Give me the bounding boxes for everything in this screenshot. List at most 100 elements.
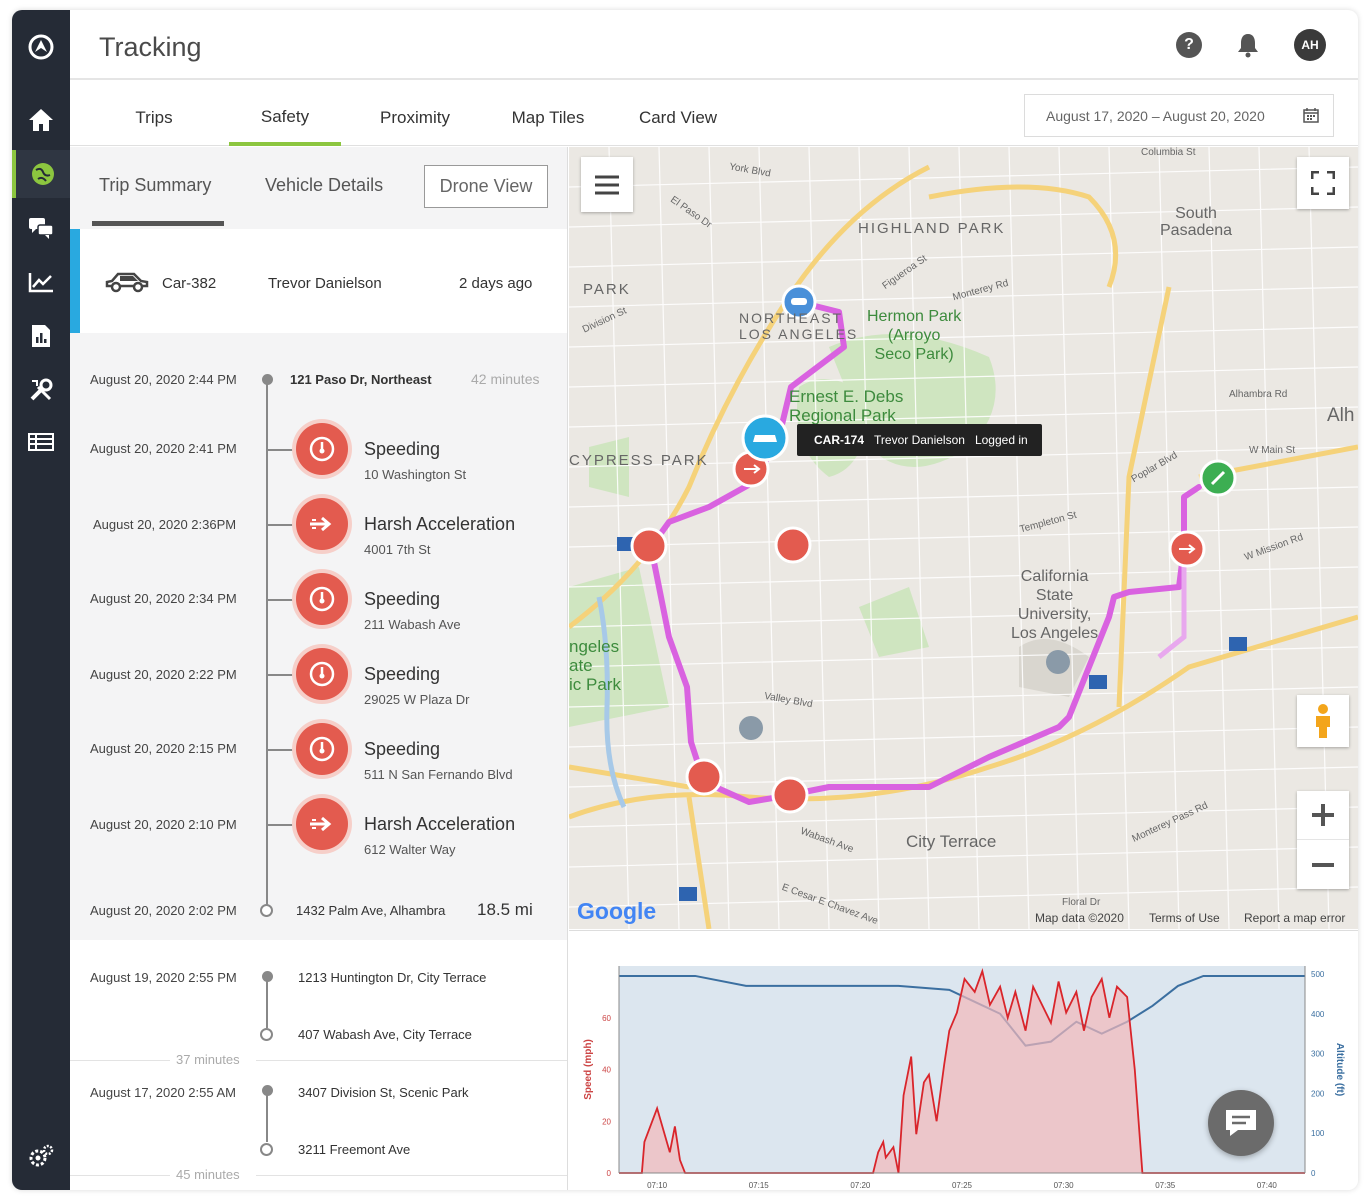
vehicle-tooltip: CAR-174 Trevor Danielson Logged in	[797, 424, 1042, 456]
tab-trip-summary[interactable]: Trip Summary	[99, 175, 212, 195]
street-view-pegman-icon[interactable]	[1297, 695, 1349, 747]
zoom-in-icon[interactable]	[1297, 791, 1349, 840]
tooltip-vehicle: CAR-174	[814, 433, 865, 447]
fullscreen-icon[interactable]	[1297, 157, 1349, 209]
speedometer-icon[interactable]	[296, 423, 348, 475]
x-tick-label: 07:30	[1054, 1181, 1075, 1190]
timeline-line	[266, 980, 268, 1028]
active-subtab-indicator	[92, 221, 224, 226]
map-view[interactable]: HIGHLAND PARK South Pasadena Hermon Park…	[569, 147, 1358, 929]
tooltip-status: Logged in	[974, 433, 1028, 447]
map-label: Hermon Park (Arroyo Seco Park)	[867, 308, 962, 363]
google-logo: Google	[577, 898, 657, 924]
tab-vehicle-details[interactable]: Vehicle Details	[265, 175, 384, 195]
app-logo-icon[interactable]	[26, 32, 56, 62]
sub-tabs: Trip Summary Vehicle Details Drone View	[70, 147, 567, 229]
timeline-end-dot	[260, 1143, 273, 1156]
map-label: City Terrace	[906, 832, 997, 851]
event-time: August 20, 2020 2:36PM	[93, 517, 237, 532]
event-time: August 20, 2020 2:22 PM	[90, 667, 237, 682]
page-title: Tracking	[99, 32, 202, 62]
chat-icon[interactable]	[12, 204, 70, 252]
y-right-tick-label: 400	[1311, 1010, 1325, 1019]
street-label: Floral Dr	[1062, 897, 1101, 908]
event-time: August 20, 2020 2:41 PM	[90, 441, 237, 456]
arrow-right-icon[interactable]	[296, 798, 348, 850]
avatar[interactable]: AH	[1294, 29, 1326, 61]
divider	[256, 1060, 567, 1061]
tab-card-view[interactable]: Card View	[638, 108, 718, 127]
side-nav	[12, 10, 70, 1190]
drone-view-button[interactable]: Drone View	[424, 165, 548, 208]
event-address: 612 Walter Way	[364, 842, 456, 857]
arrow-right-icon[interactable]	[296, 498, 348, 550]
trip-duration: 45 minutes	[176, 1167, 240, 1182]
globe-icon[interactable]	[12, 150, 70, 198]
trip-start-time: August 20, 2020 2:44 PM	[90, 372, 237, 387]
y-left-tick-label: 0	[607, 1169, 612, 1178]
tab-trips[interactable]: Trips	[135, 108, 173, 127]
car-name: Car-382	[162, 275, 217, 292]
timeline-line	[266, 1094, 268, 1142]
event-type: Speeding	[364, 439, 441, 459]
report-map-error-link[interactable]: Report a map error	[1244, 911, 1346, 925]
event-time: August 20, 2020 2:10 PM	[90, 817, 237, 832]
y-left-tick-label: 20	[602, 1117, 611, 1126]
timeline-end-dot	[260, 1028, 273, 1041]
zoom-out-icon[interactable]	[1297, 840, 1349, 889]
y-right-tick-label: 0	[1311, 1169, 1316, 1178]
trip-end-address: 407 Wabash Ave, City Terrace	[298, 1027, 472, 1042]
x-tick-label: 07:25	[952, 1181, 973, 1190]
date-range-picker[interactable]: August 17, 2020 – August 20, 2020	[1024, 94, 1334, 137]
x-tick-label: 07:20	[850, 1181, 871, 1190]
street-label: Columbia St	[1141, 147, 1196, 158]
tools-icon[interactable]	[12, 366, 70, 414]
timeline-start-dot	[262, 971, 273, 982]
y-left-tick-label: 40	[602, 1066, 611, 1075]
analytics-icon[interactable]	[12, 258, 70, 306]
selected-trip-card[interactable]: Car-382 Trevor Danielson 2 days ago	[70, 229, 567, 333]
x-tick-label: 07:10	[647, 1181, 668, 1190]
tab-proximity[interactable]: Proximity	[380, 108, 450, 127]
car-icon	[105, 272, 149, 293]
chat-bubble-icon[interactable]	[1208, 1090, 1274, 1156]
tab-map-tiles[interactable]: Map Tiles	[511, 108, 585, 127]
settings-icon[interactable]	[12, 1132, 70, 1180]
tooltip-driver: Trevor Danielson	[874, 433, 965, 447]
tab-safety[interactable]: Safety	[229, 82, 341, 146]
speed-altitude-chart: 0 20 40 60 0 100 200 300 400 500 07:10 07:15 07:20 07…	[569, 930, 1358, 1190]
divider	[256, 1175, 567, 1176]
event-connector	[267, 824, 295, 826]
map-label: California State University, Los Angeles	[1011, 568, 1099, 642]
event-type: Speeding	[364, 589, 441, 609]
report-icon[interactable]	[12, 312, 70, 360]
speedometer-icon[interactable]	[296, 723, 348, 775]
home-icon[interactable]	[12, 96, 70, 144]
main-tabs: Trips Safety Proximity Map Tiles Card Vi…	[70, 82, 1358, 146]
x-tick-label: 07:40	[1257, 1181, 1278, 1190]
event-connector	[267, 599, 295, 601]
event-connector	[267, 524, 295, 526]
bell-icon[interactable]	[1233, 30, 1263, 60]
event-type: Speeding	[364, 664, 441, 684]
speedometer-icon[interactable]	[296, 648, 348, 700]
map-background	[569, 147, 1358, 929]
x-tick-label: 07:35	[1155, 1181, 1176, 1190]
y-right-tick-label: 300	[1311, 1050, 1325, 1059]
speed-area	[619, 971, 1305, 1173]
y-left-tick-label: 60	[602, 1014, 611, 1023]
divider	[70, 1060, 170, 1061]
speedometer-icon[interactable]	[296, 573, 348, 625]
help-icon[interactable]: ?	[1176, 32, 1202, 58]
map-label: Ernest E. Debs Regional Park	[789, 387, 904, 425]
zoom-controls	[1297, 791, 1349, 889]
map-menu-icon[interactable]	[581, 157, 633, 212]
date-range-value: August 17, 2020 – August 20, 2020	[1046, 107, 1265, 124]
trip-time: August 19, 2020 2:55 PM	[90, 970, 237, 985]
table-icon[interactable]	[12, 418, 70, 466]
timeline-start-dot	[262, 1085, 273, 1096]
trip-duration: 42 minutes	[471, 371, 540, 387]
terms-of-use-link[interactable]: Terms of Use	[1149, 911, 1220, 925]
timeline-end-dot	[260, 904, 273, 917]
timeline-start-dot	[262, 374, 273, 385]
